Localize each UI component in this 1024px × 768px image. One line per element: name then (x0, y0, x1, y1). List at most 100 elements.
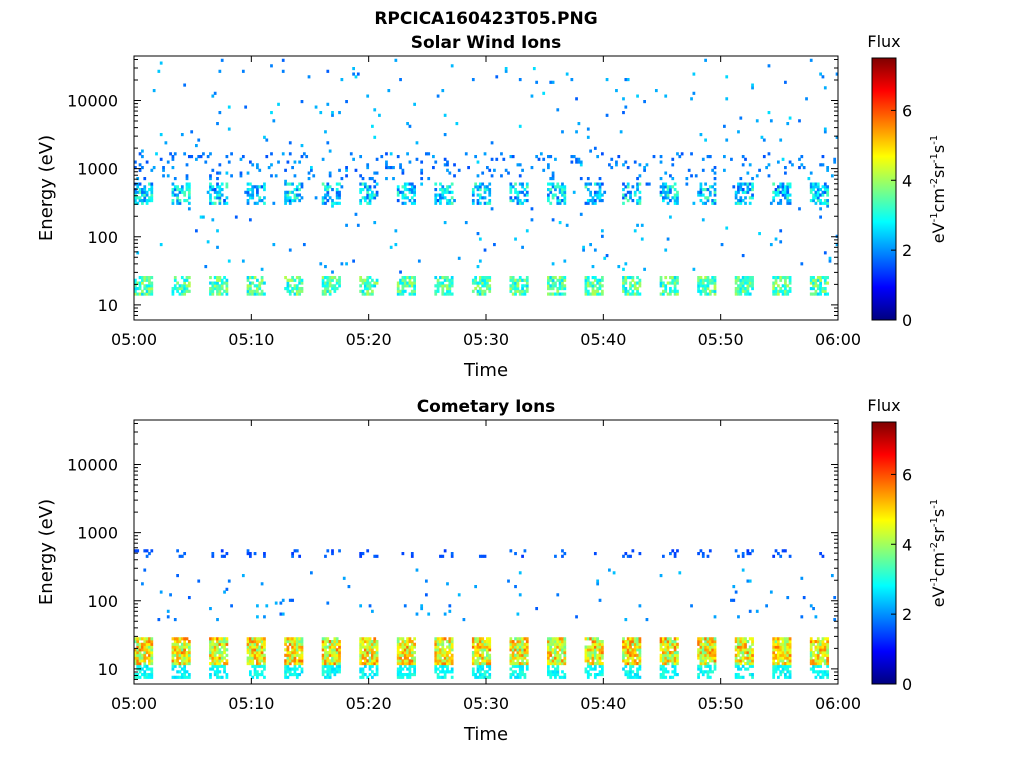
spectrogram-cell (211, 289, 215, 293)
spectrogram-cell (286, 659, 290, 663)
spectrogram-cell (481, 289, 485, 293)
spectrogram-cell (739, 116, 743, 120)
spectrogram-cell (434, 284, 438, 288)
spectrogram-cell (774, 276, 778, 280)
spectrogram-cell (324, 637, 327, 641)
spectrogram-cell (708, 645, 712, 649)
spectrogram-cell (300, 185, 304, 189)
spectrogram-cell (324, 188, 327, 192)
spectrogram-cell (403, 648, 407, 652)
spectrogram-cell (788, 648, 792, 652)
spectrogram-cell (446, 201, 449, 205)
spectrogram-cell (324, 662, 327, 666)
spectrogram-cell (134, 675, 137, 679)
spectrogram-cell (256, 653, 259, 657)
spectrogram-cell (547, 155, 550, 159)
spectrogram-cell (134, 653, 137, 657)
spectrogram-cell (328, 640, 332, 644)
spectrogram-cell (751, 83, 754, 87)
spectrogram-cell (589, 182, 592, 186)
spectrogram-cell (704, 276, 707, 280)
spectrogram-cell (701, 168, 705, 172)
spectrogram-cell (180, 637, 184, 641)
spectrogram-cell (190, 130, 194, 134)
spectrogram-cell (596, 155, 600, 159)
spectrogram-cell (664, 182, 668, 186)
spectrogram-cell (598, 640, 602, 644)
spectrogram-cell (218, 656, 222, 660)
spectrogram-cell (633, 640, 637, 644)
spectrogram-cell (786, 675, 790, 679)
spectrogram-cell (622, 201, 625, 205)
spectrogram-cell (171, 157, 175, 161)
spectrogram-cell (511, 276, 515, 280)
spectrogram-cell (148, 662, 151, 666)
spectrogram-cell (399, 670, 402, 674)
spectrogram-cell (213, 287, 217, 291)
spectrogram-cell (385, 163, 388, 167)
spectrogram-cell (284, 190, 287, 194)
spectrogram-cell (209, 174, 212, 178)
spectrogram-cell (300, 637, 304, 641)
spectrogram-cell (326, 287, 330, 291)
spectrogram-cell (483, 659, 487, 663)
spectrogram-cell (819, 284, 822, 288)
spectrogram-cell (300, 281, 304, 285)
spectrogram-cell (291, 659, 294, 663)
spectrogram-cell (413, 667, 416, 671)
colorbar-tick-label: 6 (902, 465, 912, 484)
spectrogram-cell (554, 292, 557, 296)
spectrogram-cell (483, 673, 487, 677)
spectrogram-cell (138, 163, 142, 167)
spectrogram-cell (547, 182, 550, 186)
spectrogram-cell (509, 662, 513, 666)
spectrogram-cell (328, 667, 332, 671)
spectrogram-cell (638, 190, 642, 194)
spectrogram-cell (786, 653, 790, 657)
spectrogram-cell (410, 673, 414, 677)
spectrogram-cell (823, 289, 827, 293)
spectrogram-cell (396, 640, 400, 644)
spectrogram-cell (471, 662, 475, 666)
spectrogram-cell (204, 265, 208, 269)
spectrogram-cell (373, 651, 377, 655)
spectrogram-cell (676, 190, 679, 194)
colorbar-tick-label: 2 (902, 241, 912, 260)
spectrogram-cell (211, 662, 215, 666)
spectrogram-cell (671, 278, 675, 282)
spectrogram-cell (786, 276, 790, 280)
spectrogram-cell (448, 662, 452, 666)
spectrogram-cell (823, 648, 827, 652)
spectrogram-cell (326, 185, 330, 189)
spectrogram-cell (363, 659, 367, 663)
spectrogram-cell (739, 656, 743, 660)
spectrogram-cell (300, 100, 304, 104)
spectrogram-cell (443, 196, 447, 200)
spectrogram-cell (629, 284, 632, 288)
spectrogram-cell (598, 659, 602, 663)
spectrogram-cell (669, 188, 672, 192)
spectrogram-cell (396, 284, 400, 288)
spectrogram-cell (401, 278, 405, 282)
spectrogram-cell (178, 287, 182, 291)
spectrogram-cell (565, 72, 569, 76)
spectrogram-cell (706, 673, 710, 677)
colorbar-tick-label: 0 (902, 675, 912, 694)
spectrogram-cell (443, 113, 447, 117)
spectrogram-cell (432, 166, 435, 170)
spectrogram-cell (211, 664, 215, 668)
spectrogram-cell (143, 675, 147, 679)
spectrogram-cell (359, 554, 363, 558)
spectrogram-cell (441, 89, 445, 93)
spectrogram-cell (471, 673, 475, 677)
spectrogram-cell (291, 673, 294, 677)
spectrogram-cell (673, 289, 677, 293)
spectrogram-cell (410, 554, 414, 558)
spectrogram-cell (774, 648, 778, 652)
spectrogram-cell (331, 670, 334, 674)
spectrogram-cell (476, 292, 480, 296)
spectrogram-cell (589, 645, 592, 649)
spectrogram-cell (819, 215, 822, 219)
